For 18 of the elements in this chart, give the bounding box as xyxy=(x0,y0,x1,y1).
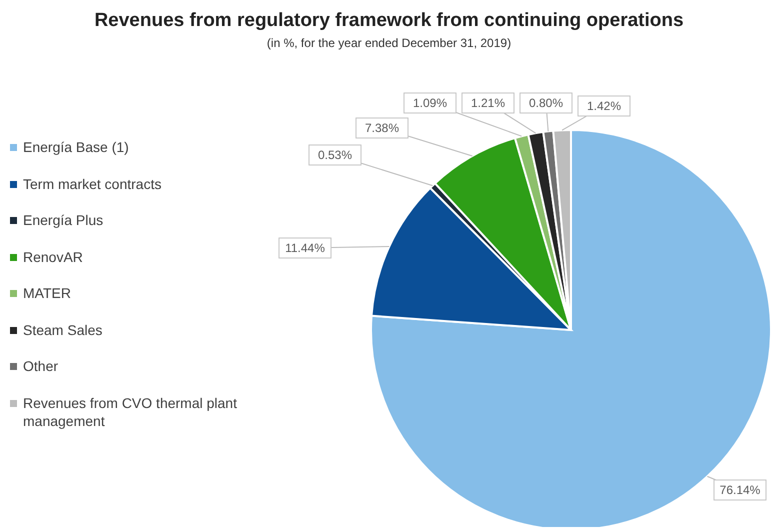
legend-label: Other xyxy=(23,357,60,375)
legend-label: MATER xyxy=(23,284,72,302)
data-label: 1.21% xyxy=(470,96,506,110)
data-label: 0.53% xyxy=(318,148,352,162)
data-label: 0.80% xyxy=(528,96,564,110)
legend-label: Revenues from CVO thermal plant management xyxy=(23,394,238,430)
legend-label: RenovAR xyxy=(23,248,84,266)
chart-title: Revenues from regulatory framework from continuing operations xyxy=(93,10,685,32)
legend-label: Energía Plus xyxy=(23,211,104,229)
legend-label: Steam Sales xyxy=(23,320,104,338)
data-label: 76.14% xyxy=(720,483,761,497)
data-label: 1.09% xyxy=(412,96,448,110)
legend-label: Energía Base (1) xyxy=(23,138,130,156)
data-label: 7.38% xyxy=(364,121,400,135)
legend-label: Term market contracts xyxy=(23,174,162,192)
data-label: 1.42% xyxy=(586,99,622,113)
data-label: 11.44% xyxy=(285,241,326,255)
chart-subtitle: (in %, for the year ended December 31, 2019) xyxy=(266,36,512,50)
